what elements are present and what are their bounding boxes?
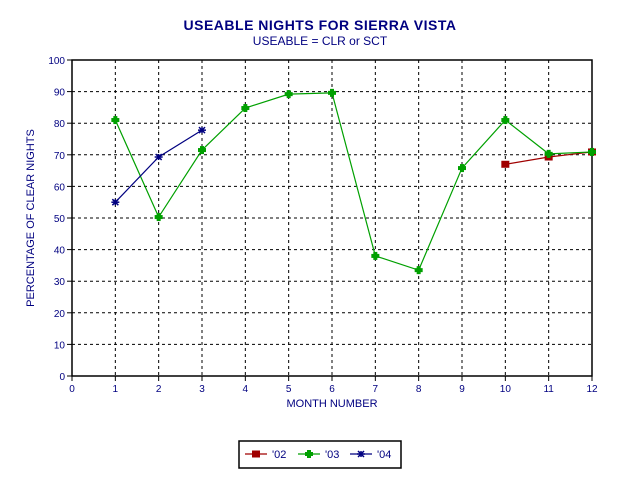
data-series — [111, 88, 596, 275]
x-tick-label: 11 — [543, 384, 554, 395]
y-tick-label: 50 — [54, 214, 66, 225]
y-tick-label: 0 — [59, 372, 65, 383]
y-tick-label: 40 — [54, 246, 66, 257]
asterisk-marker-icon — [111, 198, 120, 206]
y-tick-label: 70 — [54, 151, 66, 162]
x-tick-label: 2 — [156, 384, 162, 395]
x-tick-label: 7 — [373, 384, 379, 395]
y-tick-label: 100 — [48, 56, 65, 67]
y-tick-label: 20 — [54, 309, 66, 320]
x-axis-title: MONTH NUMBER — [286, 398, 377, 410]
x-tick-label: 6 — [329, 384, 335, 395]
x-tick-label: 0 — [69, 384, 75, 395]
y-tick-label: 90 — [54, 88, 66, 99]
x-tick-label: 4 — [243, 384, 249, 395]
x-tick-label: 12 — [586, 384, 598, 395]
grid-lines — [72, 60, 592, 376]
x-tick-label: 1 — [113, 384, 119, 395]
x-tick-label: 5 — [286, 384, 292, 395]
x-tick-label: 8 — [416, 384, 422, 395]
x-tick-label: 3 — [199, 384, 205, 395]
legend-label: '03 — [325, 449, 339, 461]
y-tick-label: 60 — [54, 182, 66, 193]
legend-item: '04 — [350, 449, 391, 461]
legend: '02 '03 '04 — [238, 440, 402, 469]
x-tick-label: 9 — [459, 384, 465, 395]
x-tick-label: 10 — [500, 384, 512, 395]
chart-title: USEABLE NIGHTS FOR SIERRA VISTA — [183, 17, 457, 33]
chart-subtitle: USEABLE = CLR or SCT — [252, 34, 388, 48]
legend-label: '02 — [272, 449, 286, 461]
y-tick-label: 30 — [54, 277, 66, 288]
series-03 — [111, 88, 596, 275]
y-tick-label: 80 — [54, 119, 66, 130]
square-marker-icon — [252, 450, 260, 458]
asterisk-marker-icon — [154, 153, 163, 161]
legend-item: '02 — [245, 449, 286, 461]
series-line — [114, 92, 593, 271]
square-marker-icon — [501, 160, 510, 168]
asterisk-marker-icon — [357, 450, 365, 458]
legend-item: '03 — [298, 449, 339, 461]
series-04 — [111, 126, 206, 206]
y-axis-title: PERCENTAGE OF CLEAR NIGHTS — [25, 129, 37, 307]
legend-label: '04 — [377, 449, 391, 461]
asterisk-marker-icon — [198, 126, 206, 134]
y-tick-label: 10 — [54, 340, 66, 351]
